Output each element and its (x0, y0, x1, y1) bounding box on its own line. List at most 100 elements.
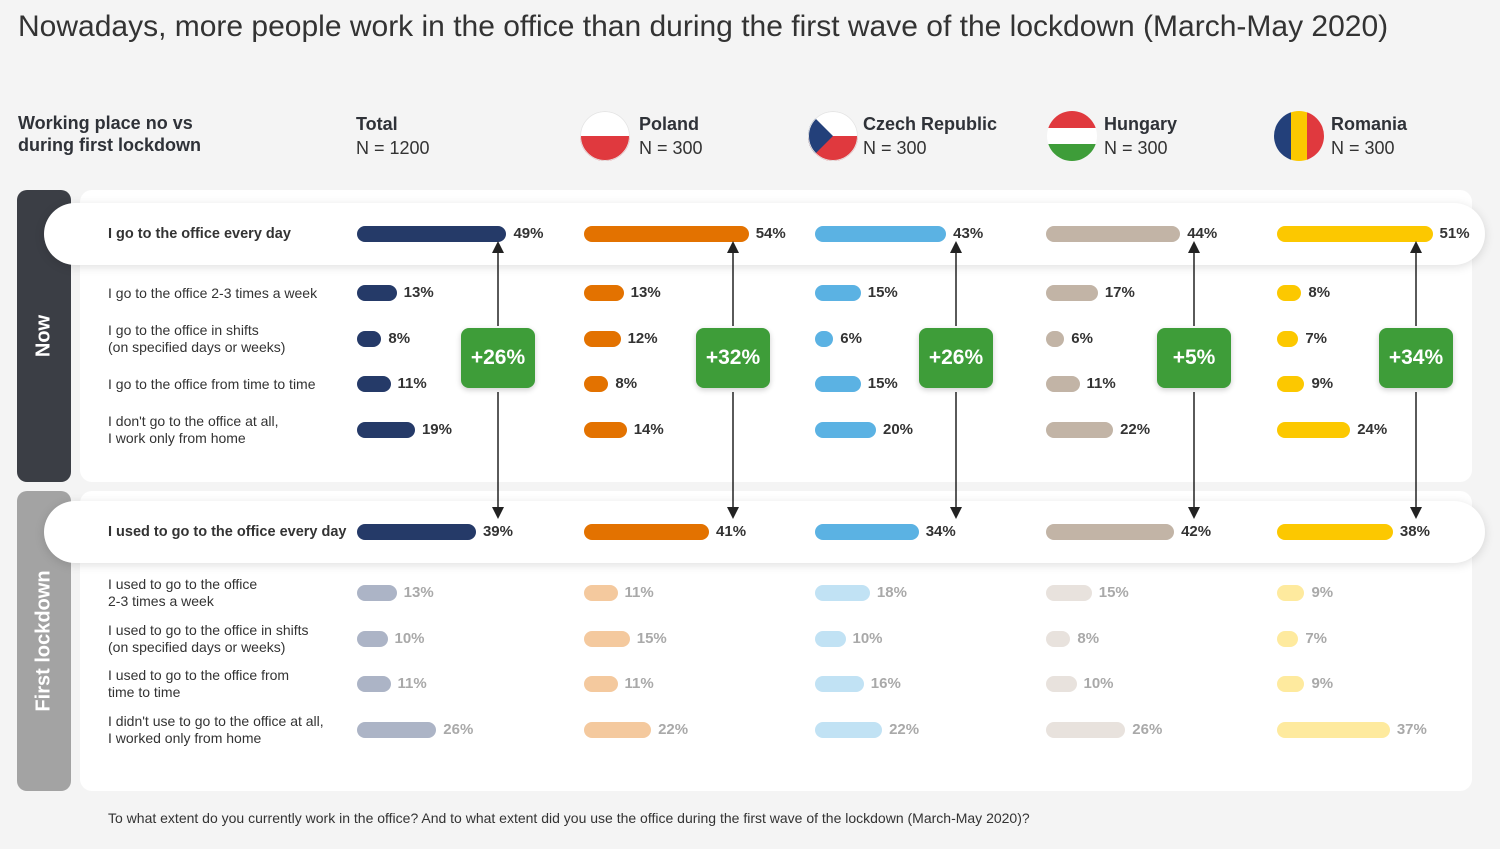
bar-czech (815, 226, 947, 242)
value-label-poland: 8% (615, 375, 638, 392)
value-label-hungary: 44% (1187, 225, 1218, 242)
bar-total (357, 376, 391, 392)
value-label-total: 39% (482, 523, 513, 540)
bar-total (357, 422, 415, 438)
value-label-total: 19% (421, 421, 452, 438)
bar-poland (584, 331, 621, 347)
bar-total (357, 226, 507, 242)
column-header-czech: Czech Republic N = 300 (863, 112, 997, 160)
value-label-romania: 9% (1311, 375, 1334, 392)
value-label-total: 11% (397, 675, 427, 692)
value-label-czech: 43% (953, 225, 984, 242)
bar-hungary (1046, 676, 1077, 692)
column-name: Czech Republic (863, 114, 998, 134)
row-label: I don't go to the office at all, I work … (108, 413, 279, 446)
bar-czech (815, 422, 876, 438)
bar-poland (584, 722, 652, 738)
column-sample-size: N = 300 (1104, 138, 1168, 158)
value-label-poland: 14% (633, 421, 664, 438)
column-name: Total (356, 114, 398, 134)
value-label-czech: 15% (867, 284, 898, 301)
value-label-poland: 13% (630, 284, 661, 301)
bar-poland (584, 226, 749, 242)
bar-poland (584, 285, 624, 301)
bar-poland (584, 422, 627, 438)
bar-poland (584, 676, 618, 692)
bar-romania (1277, 226, 1433, 242)
row-label: I used to go to the office from time to … (108, 667, 290, 700)
header-label: Working place no vs during first lockdow… (18, 113, 201, 155)
bar-romania (1277, 285, 1302, 301)
value-label-poland: 15% (636, 630, 667, 647)
bar-hungary (1046, 331, 1065, 347)
chart-title: Nowadays, more people work in the office… (18, 10, 1389, 43)
bar-poland (584, 585, 618, 601)
bar-czech (815, 376, 861, 392)
value-label-poland: 11% (624, 675, 654, 692)
value-label-poland: 12% (627, 330, 658, 347)
bar-hungary (1046, 226, 1181, 242)
bar-total (357, 331, 382, 347)
column-header-poland: Poland N = 300 (639, 112, 703, 160)
column-header-hungary: Hungary N = 300 (1104, 112, 1177, 160)
value-label-czech: 15% (867, 375, 898, 392)
value-label-hungary: 6% (1071, 330, 1093, 347)
bar-hungary (1046, 524, 1175, 540)
row-label: I used to go to the office 2-3 times a w… (108, 576, 258, 609)
value-label-hungary: 10% (1083, 675, 1114, 692)
bar-total (357, 722, 437, 738)
bar-romania (1277, 676, 1305, 692)
value-label-czech: 34% (925, 523, 956, 540)
value-label-total: 11% (397, 375, 427, 392)
romania-flag (1274, 111, 1324, 161)
value-label-hungary: 22% (1120, 421, 1151, 438)
row-label: I go to the office in shifts (on specifi… (108, 322, 286, 355)
hungary-flag (1047, 111, 1097, 161)
value-label-hungary: 11% (1086, 375, 1116, 392)
value-label-romania: 37% (1396, 721, 1427, 738)
value-label-czech: 6% (840, 330, 862, 347)
bar-romania (1277, 631, 1299, 647)
value-label-romania: 24% (1357, 421, 1388, 438)
first-lockdown-highlight-pill (44, 501, 1485, 563)
value-label-total: 26% (443, 721, 474, 738)
value-label-czech: 22% (889, 721, 920, 738)
column-sample-size: N = 300 (863, 138, 927, 158)
row-label: I used to go to the office every day (108, 523, 347, 540)
value-label-poland: 41% (716, 523, 747, 540)
column-name: Romania (1331, 114, 1408, 134)
bar-poland (584, 631, 630, 647)
bar-hungary (1046, 722, 1126, 738)
bar-total (357, 631, 388, 647)
value-label-romania: 7% (1305, 630, 1328, 647)
bar-czech (815, 631, 846, 647)
column-header-romania: Romania N = 300 (1331, 112, 1407, 160)
value-label-romania: 9% (1311, 584, 1334, 601)
bar-hungary (1046, 631, 1071, 647)
value-label-romania: 38% (1399, 523, 1430, 540)
row-label: I didn't use to go to the office at all,… (108, 713, 324, 746)
change-badge-romania: +34% (1379, 328, 1453, 388)
value-label-czech: 10% (852, 630, 883, 647)
value-label-hungary: 17% (1104, 284, 1135, 301)
bar-romania (1277, 331, 1299, 347)
bar-total (357, 524, 476, 540)
value-label-total: 8% (388, 330, 411, 347)
bar-hungary (1046, 585, 1092, 601)
column-sample-size: N = 1200 (356, 138, 430, 158)
value-label-poland: 11% (624, 584, 654, 601)
value-label-hungary: 42% (1181, 523, 1212, 540)
column-sample-size: N = 300 (1331, 138, 1395, 158)
bar-poland (584, 524, 710, 540)
value-label-total: 10% (394, 630, 425, 647)
value-label-hungary: 26% (1132, 721, 1163, 738)
value-label-romania: 8% (1308, 284, 1331, 301)
bar-czech (815, 331, 834, 347)
row-label: I used to go to the office in shifts (on… (108, 622, 309, 655)
now-highlight-pill (44, 203, 1485, 265)
bar-hungary (1046, 376, 1080, 392)
value-label-poland: 54% (755, 225, 786, 242)
value-label-total: 49% (513, 225, 544, 242)
bar-total (357, 585, 397, 601)
